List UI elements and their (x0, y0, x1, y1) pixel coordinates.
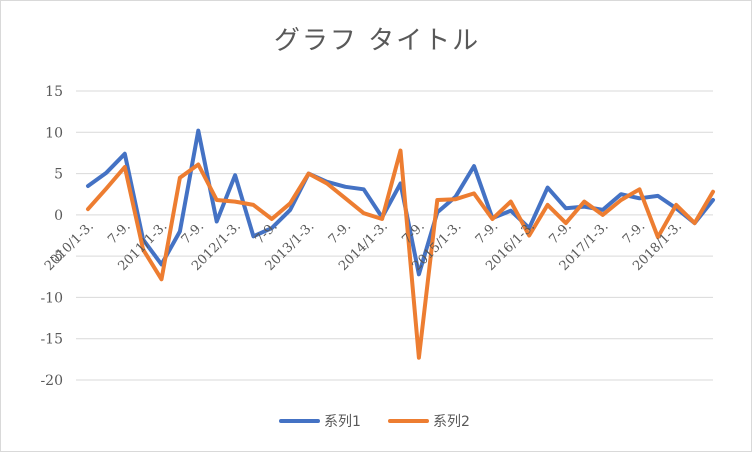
chart-title: グラフ タイトル (274, 26, 480, 56)
x-tick-label: 7-9. (473, 219, 501, 247)
legend-label-2: 系列2 (433, 414, 470, 430)
x-tick-label: 7-9. (326, 219, 354, 247)
y-tick-label: -5 (49, 249, 63, 265)
legend-label-1: 系列1 (324, 414, 361, 430)
x-tick-label: 7-9. (620, 219, 648, 247)
x-tick-label: 7-9. (546, 219, 574, 247)
x-tick-label: 2010/1-3. (42, 219, 97, 274)
series-lines (86, 128, 715, 360)
x-tick-label: 7-9. (399, 219, 427, 247)
y-tick-label: -10 (40, 290, 63, 306)
series-line-2 (86, 148, 715, 360)
y-tick-label: -15 (40, 332, 63, 348)
y-tick-label: -20 (40, 373, 63, 389)
y-tick-label: 0 (54, 208, 63, 224)
legend: 系列1 系列2 (279, 414, 470, 430)
y-tick-label: 10 (45, 125, 63, 141)
y-axis-tick-labels: -20 -15 -10 -5 0 5 10 15 (40, 84, 63, 389)
series-line-1 (86, 128, 715, 277)
x-tick-label: 7-9. (105, 219, 133, 247)
y-tick-label: 5 (54, 167, 63, 183)
y-tick-label: 15 (45, 84, 63, 100)
grid-lines (76, 90, 713, 381)
